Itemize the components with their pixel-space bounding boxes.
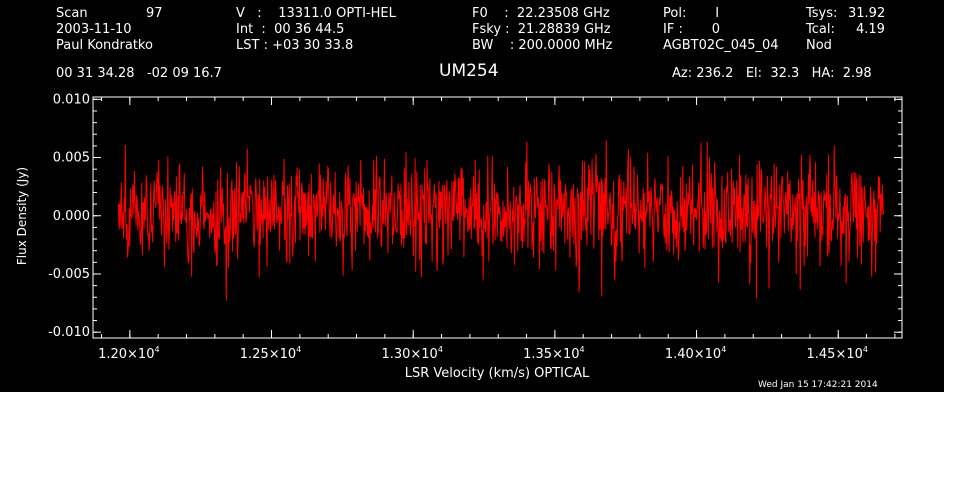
axes-layer: 0.010 0.005 0.000 -0.005 -0.010 1.20×104 1.25×… bbox=[48, 92, 903, 362]
integration-time: Int : 00 36 44.5 bbox=[236, 22, 345, 37]
x-tick-label: 1.45×104 bbox=[807, 345, 868, 362]
x-tick-label: 1.30×104 bbox=[381, 345, 442, 362]
y-tick-label: -0.005 bbox=[48, 267, 90, 282]
y-tick-label: 0.000 bbox=[53, 209, 90, 224]
tcal-label: Tcal: bbox=[806, 22, 835, 37]
x-tick-label: 1.20×104 bbox=[98, 345, 159, 362]
tsys-value: 31.92 bbox=[848, 6, 886, 21]
y-tick-label: 0.010 bbox=[53, 92, 90, 107]
x-axis-label: LSR Velocity (km/s) OPTICAL bbox=[405, 366, 590, 381]
tsys-label: Tsys: bbox=[806, 6, 838, 21]
observation-date: 2003-11-10 bbox=[56, 22, 132, 37]
plot-frame bbox=[92, 96, 903, 339]
rest-frequency: F0 : 22.23508 GHz bbox=[472, 6, 610, 21]
spectrum-chart: 0.010 0.005 0.000 -0.005 -0.010 1.20×104 1.25×… bbox=[15, 92, 903, 381]
source-name: UM254 bbox=[439, 61, 499, 81]
tcal-value: 4.19 bbox=[856, 22, 885, 37]
y-tick-label: -0.010 bbox=[48, 325, 90, 340]
polarization: Pol: I bbox=[663, 6, 720, 21]
scan-label: Scan bbox=[56, 6, 88, 21]
sky-frequency: Fsky : 21.28839 GHz bbox=[472, 22, 611, 37]
plot-timestamp: Wed Jan 15 17:42:21 2014 bbox=[758, 380, 878, 390]
observer-name: Paul Kondratko bbox=[56, 38, 153, 53]
project-id: AGBT02C_045_04 bbox=[663, 38, 779, 53]
scan-number: 97 bbox=[146, 6, 163, 21]
if-number: IF : 0 bbox=[663, 22, 721, 37]
lst-info: LST : +03 30 33.8 bbox=[236, 38, 354, 53]
velocity-info: V : 13311.0 OPTI-HEL bbox=[236, 6, 396, 21]
pointing-info: Az: 236.2 El: 32.3 HA: 2.98 bbox=[672, 66, 872, 81]
y-tick-label: 0.005 bbox=[53, 151, 90, 166]
source-coordinates: 00 31 34.28 -02 09 16.7 bbox=[56, 66, 222, 81]
plot-panel: Scan 97 2003-11-10 Paul Kondratko V : 13… bbox=[0, 0, 944, 392]
spectrum-line bbox=[118, 140, 885, 301]
x-tick-label: 1.25×104 bbox=[240, 345, 301, 362]
x-tick-label: 1.35×104 bbox=[523, 345, 584, 362]
bandwidth: BW : 200.0000 MHz bbox=[472, 38, 613, 53]
spectrum-trace-layer bbox=[118, 140, 885, 301]
y-axis-label: Flux Density (Jy) bbox=[15, 167, 29, 265]
x-tick-label: 1.40×104 bbox=[665, 345, 726, 362]
observing-mode: Nod bbox=[806, 38, 832, 53]
